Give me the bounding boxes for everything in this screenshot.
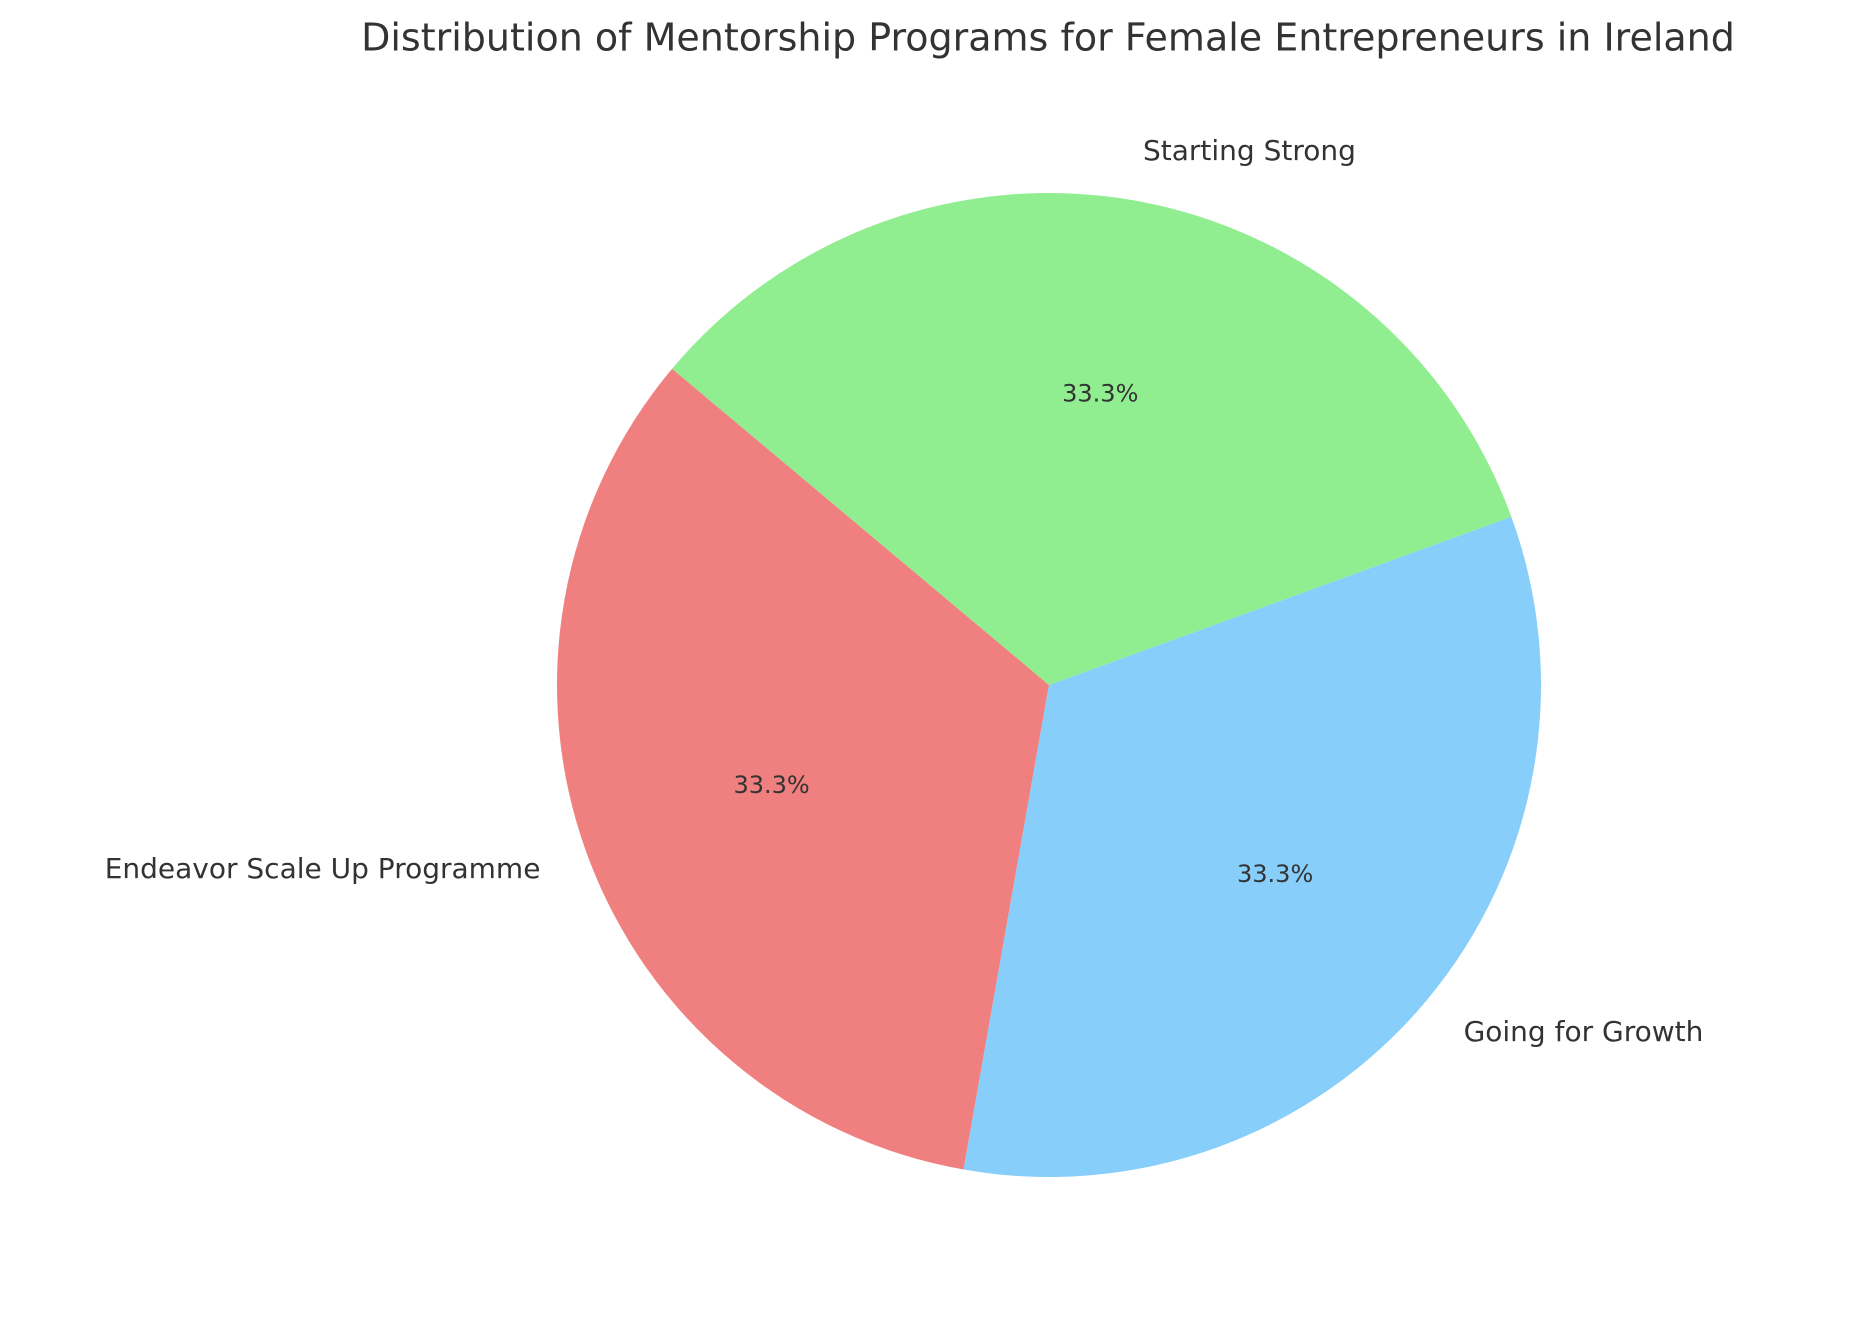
slice-label: Endeavor Scale Up Programme xyxy=(105,852,541,885)
pie-slice xyxy=(672,193,1512,685)
slice-label: Going for Growth xyxy=(1464,1015,1704,1048)
percent-label: 33.3% xyxy=(1062,379,1138,407)
pie-slice xyxy=(963,516,1541,1177)
percent-label: 33.3% xyxy=(1237,860,1313,888)
chart-title: Distribution of Mentorship Programs for … xyxy=(361,16,1735,60)
slice-label: Starting Strong xyxy=(1143,134,1356,167)
pie-slice xyxy=(557,368,1049,1170)
percent-label: 33.3% xyxy=(733,771,809,799)
